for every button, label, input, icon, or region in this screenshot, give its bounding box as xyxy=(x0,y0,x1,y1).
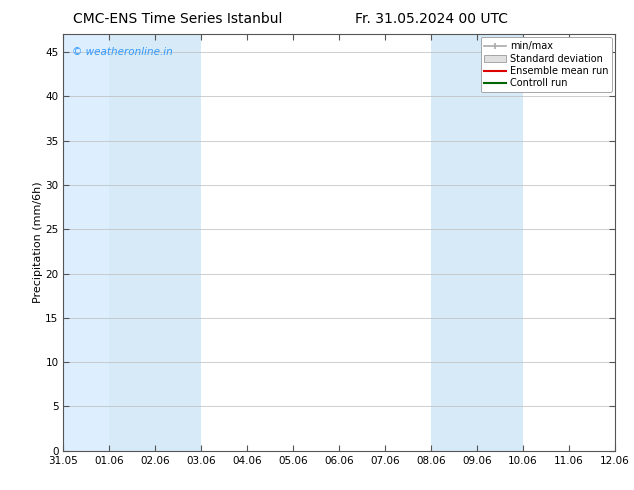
Bar xyxy=(110,34,202,451)
Bar xyxy=(431,34,523,451)
Y-axis label: Precipitation (mm/6h): Precipitation (mm/6h) xyxy=(32,182,42,303)
Bar xyxy=(63,34,110,451)
Text: CMC-ENS Time Series Istanbul: CMC-ENS Time Series Istanbul xyxy=(73,12,282,26)
Legend: min/max, Standard deviation, Ensemble mean run, Controll run: min/max, Standard deviation, Ensemble me… xyxy=(481,37,612,92)
Text: Fr. 31.05.2024 00 UTC: Fr. 31.05.2024 00 UTC xyxy=(354,12,508,26)
Text: © weatheronline.in: © weatheronline.in xyxy=(72,47,172,57)
